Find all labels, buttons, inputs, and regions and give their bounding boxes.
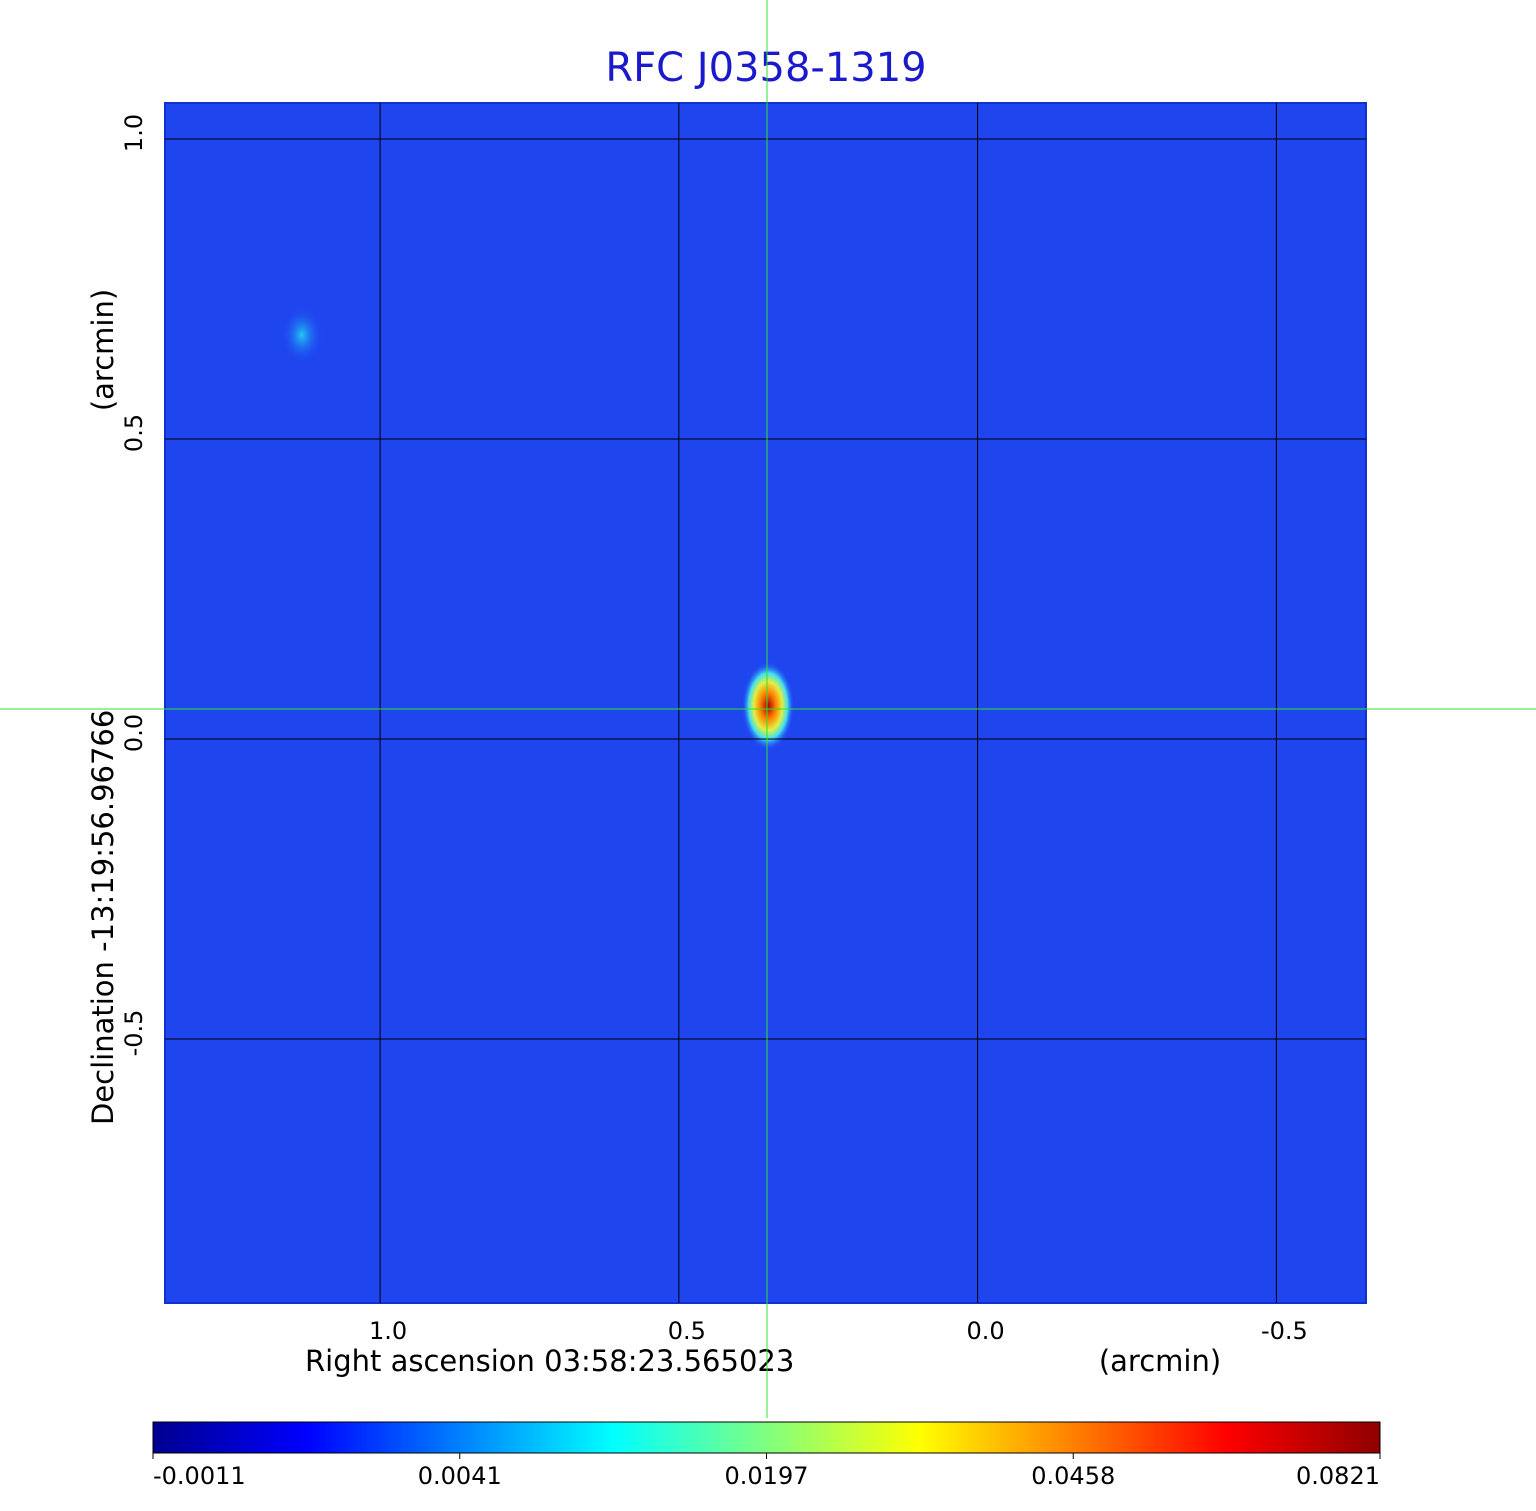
colorbar-tick-label: 0.0197 bbox=[725, 1462, 809, 1490]
source bbox=[742, 662, 794, 750]
x-tick-label: 0.5 bbox=[668, 1317, 706, 1345]
x-tick-label: 1.0 bbox=[369, 1317, 407, 1345]
colorbar-tick-label: -0.0011 bbox=[153, 1462, 246, 1490]
y-tick-label: 0.0 bbox=[120, 714, 148, 752]
colorbar-tick-label: 0.0041 bbox=[418, 1462, 502, 1490]
colorbar-tick-label: 0.0458 bbox=[1031, 1462, 1115, 1490]
colorbar bbox=[152, 1421, 1381, 1454]
y-unit-label: (arcmin) bbox=[86, 289, 120, 411]
chart-title: RFC J0358-1319 bbox=[605, 45, 926, 91]
marks: 1.0 0.5 0.0 -0.5 1.0 0.5 0.0 -0.5 -0.0011 0.0041 0… bbox=[120, 103, 1381, 1490]
x-axis-label: Right ascension 03:58:23.565023 bbox=[305, 1344, 794, 1378]
x-unit-label: (arcmin) bbox=[1099, 1344, 1221, 1378]
x-tick-label: -0.5 bbox=[1261, 1317, 1308, 1345]
secondary-source bbox=[282, 307, 322, 363]
colorbar-tick-label: 0.0821 bbox=[1296, 1462, 1380, 1490]
y-tick-label: 1.0 bbox=[120, 114, 148, 152]
y-axis-label: Declination -13:19:56.96766 bbox=[86, 710, 120, 1125]
x-tick-label: 0.0 bbox=[967, 1317, 1005, 1345]
y-tick-label: 0.5 bbox=[120, 414, 148, 452]
y-tick-label: -0.5 bbox=[120, 1010, 148, 1057]
